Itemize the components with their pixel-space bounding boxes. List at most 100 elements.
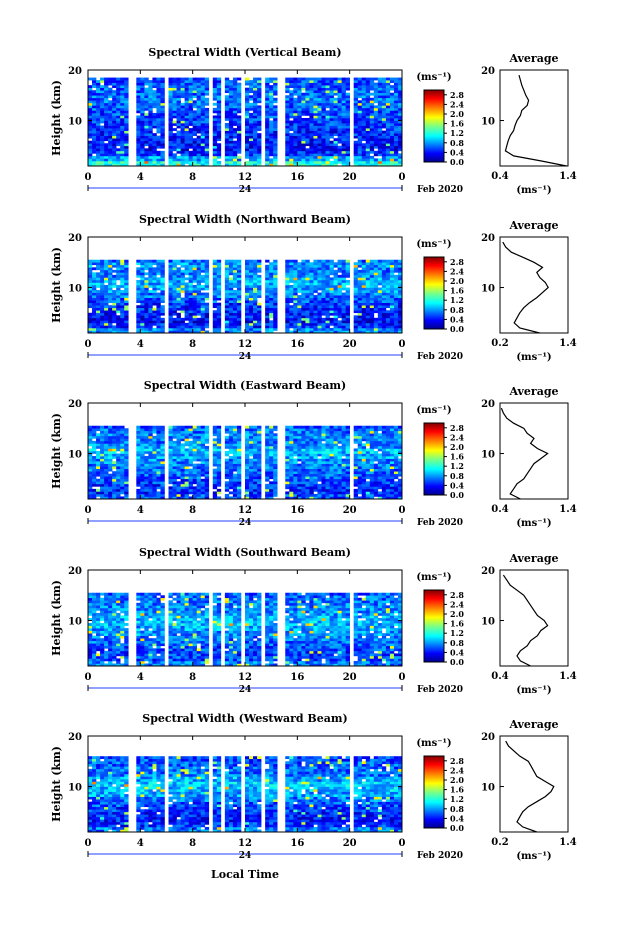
heatmap-cell <box>253 279 258 283</box>
heatmap-cell <box>369 140 375 144</box>
heatmap-cell <box>224 315 230 319</box>
heatmap-cell <box>148 317 153 321</box>
heatmap-cell <box>373 145 379 149</box>
heatmap-cell <box>136 267 141 271</box>
heatmap-cell <box>108 259 113 263</box>
heatmap-cell <box>108 138 113 142</box>
heatmap-cell <box>140 300 145 303</box>
heatmap-cell <box>297 295 302 298</box>
heatmap-cell <box>377 486 383 490</box>
x-tick-label: 0 <box>399 339 406 350</box>
heatmap-cell <box>144 478 149 482</box>
heatmap-cell <box>397 483 403 487</box>
heatmap-cell <box>116 105 121 109</box>
heatmap-cell <box>92 493 97 497</box>
heatmap-cell <box>140 305 145 309</box>
heatmap-cell <box>156 85 161 88</box>
heatmap-cell <box>341 112 346 116</box>
heatmap-cell <box>196 305 202 309</box>
heatmap-cell <box>148 488 153 492</box>
heatmap-cell <box>329 486 334 490</box>
heatmap-cell <box>397 138 403 142</box>
heatmap-cell <box>389 118 395 121</box>
heatmap-cell <box>224 481 230 485</box>
heatmap-cell <box>317 272 322 276</box>
heatmap-cell <box>160 140 165 144</box>
heatmap-cell <box>253 158 258 162</box>
heatmap-cell <box>365 269 371 273</box>
heatmap-cell <box>273 112 278 116</box>
heatmap-cell <box>345 87 350 91</box>
heatmap-cell <box>337 102 342 106</box>
panel-title: Spectral Width (Northward Beam) <box>139 213 351 226</box>
heatmap-cell <box>112 85 117 88</box>
heatmap-cell <box>273 312 278 316</box>
heatmap-cell <box>297 128 302 131</box>
heatmap-cell <box>200 95 206 99</box>
colorbar-tick-label: 0.4 <box>450 147 464 157</box>
heatmap-cell <box>116 476 121 480</box>
heatmap-cell <box>212 115 218 119</box>
heatmap-cell <box>176 107 181 111</box>
heatmap-cell <box>353 145 359 149</box>
heatmap-cell <box>100 77 105 81</box>
heatmap-cell <box>224 488 230 492</box>
heatmap-cell <box>176 292 181 296</box>
heatmap-cell <box>361 486 367 490</box>
heatmap-cell <box>140 471 145 475</box>
heatmap-cell <box>188 488 193 492</box>
heatmap-cell <box>353 158 359 162</box>
heatmap-cell <box>313 120 318 124</box>
heatmap-cell <box>144 481 149 485</box>
heatmap-cell <box>160 80 165 83</box>
heatmap-cell <box>236 150 242 154</box>
heatmap-cell <box>124 483 129 487</box>
heatmap-cell <box>269 493 274 497</box>
heatmap-cell <box>377 264 383 268</box>
heatmap-cell <box>88 140 93 144</box>
heatmap-cell <box>265 317 270 321</box>
heatmap-cell <box>313 107 318 111</box>
heatmap-cell <box>232 496 238 500</box>
heatmap-cell <box>285 310 290 314</box>
heatmap-cell <box>321 322 326 326</box>
heatmap-cell <box>120 292 125 296</box>
heatmap-cell <box>341 128 346 131</box>
heatmap-cell <box>140 481 145 485</box>
heatmap-cell <box>381 163 387 167</box>
heatmap-cell <box>196 320 202 324</box>
heatmap-cell <box>365 483 371 487</box>
heatmap-cell <box>253 123 258 126</box>
heatmap-cell <box>104 110 109 114</box>
heatmap-cell <box>192 90 197 94</box>
heatmap-cell <box>381 481 387 485</box>
heatmap-cell <box>285 264 290 268</box>
heatmap-cell <box>337 77 342 81</box>
heatmap-cell <box>333 302 338 306</box>
heatmap-cell <box>160 483 165 487</box>
heatmap-cell <box>377 300 383 303</box>
heatmap-cell <box>317 300 322 303</box>
colorbar-tick-label: 1.6 <box>450 286 464 296</box>
heatmap-cell <box>204 145 210 149</box>
heatmap-cell <box>204 264 210 268</box>
heatmap-cell <box>381 123 387 126</box>
heatmap-cell <box>345 92 350 96</box>
heatmap-cell <box>269 153 274 157</box>
heatmap-cell <box>120 277 125 281</box>
heatmap-cell <box>212 102 218 106</box>
heatmap-cell <box>124 325 129 329</box>
heatmap-cell <box>236 290 242 293</box>
heatmap-cell <box>228 82 234 86</box>
heatmap-cell <box>361 105 367 109</box>
heatmap-cell <box>381 143 387 147</box>
heatmap-cell <box>212 486 218 490</box>
heatmap-cell <box>293 87 298 91</box>
heatmap-cell <box>353 297 359 301</box>
heatmap-cell <box>313 100 318 104</box>
heatmap-cell <box>224 118 230 121</box>
heatmap-cell <box>269 277 274 281</box>
heatmap-cell <box>188 87 193 91</box>
heatmap-cell <box>369 317 375 321</box>
heatmap-cell <box>144 135 149 139</box>
